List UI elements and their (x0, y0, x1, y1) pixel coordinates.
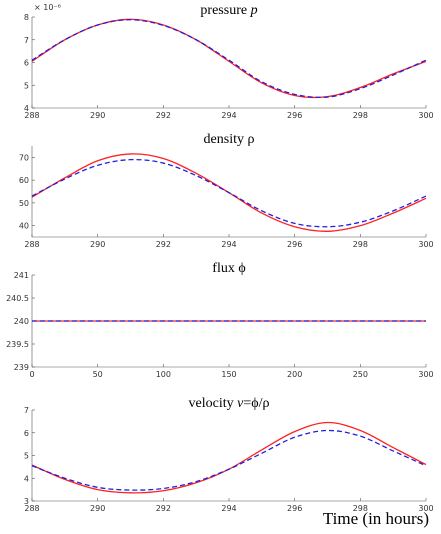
y-tick-label: 241 (14, 271, 29, 280)
chart-title: density ρ (204, 132, 255, 147)
x-tick-label: 288 (24, 504, 39, 513)
x-tick-label: 296 (287, 240, 302, 249)
x-axis-label: Time (in hours) (322, 509, 429, 528)
x-tick-label: 288 (24, 240, 39, 249)
axis-lines (31, 410, 426, 502)
x-tick-label: 200 (287, 370, 302, 379)
chart-title-part: velocity (189, 396, 238, 411)
x-tick-label: 50 (93, 370, 103, 379)
x-tick-label: 292 (156, 111, 171, 120)
y-tick-label: 7 (24, 36, 29, 45)
x-tick-label: 300 (418, 111, 433, 120)
y-tick-label: 240.5 (6, 294, 29, 303)
y-tick-label: 239.5 (6, 340, 29, 349)
y-tick-label: 40 (19, 222, 29, 231)
y-tick-label: 6 (24, 429, 29, 438)
series-dashed-blue (31, 19, 427, 99)
x-tick-label: 288 (24, 111, 39, 120)
exponent-label: × 10⁻⁶ (34, 3, 61, 12)
chart-title: velocity v=ϕ/ρ (189, 396, 270, 411)
x-tick-label: 298 (353, 240, 368, 249)
x-tick-label: 294 (221, 504, 236, 513)
series-solid-red (31, 421, 427, 494)
y-tick-label: 70 (19, 153, 29, 162)
y-tick-label: 8 (24, 13, 29, 22)
y-tick-label: 50 (19, 199, 29, 208)
x-tick-label: 300 (418, 370, 433, 379)
x-tick-label: 294 (221, 240, 236, 249)
chart-title: pressure p (200, 3, 257, 18)
x-tick-label: 296 (287, 111, 302, 120)
x-tick-label: 298 (353, 504, 368, 513)
chart-panel-4: 3 4 5 6 7 288 290 292 294 296 298 300 velocity v=ϕ/ρ (24, 396, 434, 513)
y-tick-label: 5 (24, 452, 29, 461)
x-tick-label: 298 (353, 111, 368, 120)
chart-title-part: =ϕ/ρ (243, 396, 269, 411)
x-tick-label: 100 (156, 370, 171, 379)
chart-panel-3: 239 239.5 240 240.5 241 0 50 100 150 200 250 300 flu… (6, 261, 434, 379)
x-tick-label: 0 (29, 370, 34, 379)
y-tick-label: 7 (24, 406, 29, 415)
chart-panel-2: 40 50 60 70 288 290 292 294 296 298 300 density ρ (19, 132, 434, 249)
chart-title-part: p (250, 3, 258, 18)
x-tick-label: 300 (418, 240, 433, 249)
x-tick-label: 292 (156, 504, 171, 513)
y-tick-label: 3 (24, 497, 29, 506)
chart-title-part: pressure (200, 3, 250, 18)
x-tick-label: 296 (287, 504, 302, 513)
y-tick-label: 240 (14, 317, 29, 326)
y-tick-label: 239 (14, 363, 29, 372)
y-tick-label: 60 (19, 176, 29, 185)
y-tick-label: 4 (24, 104, 29, 113)
x-tick-label: 250 (353, 370, 368, 379)
y-tick-label: 5 (24, 81, 29, 90)
x-tick-label: 292 (156, 240, 171, 249)
chart-title: flux ϕ (212, 261, 245, 276)
x-tick-label: 300 (418, 504, 433, 513)
y-tick-label: 4 (24, 474, 29, 483)
chart-title-part: v (237, 396, 244, 411)
series-dashed-blue (31, 429, 427, 491)
series-dashed-blue (31, 158, 427, 228)
y-tick-label: 6 (24, 59, 29, 68)
x-tick-label: 290 (90, 240, 105, 249)
x-tick-label: 150 (221, 370, 236, 379)
axis-lines (31, 17, 426, 109)
chart-panel-1: 4 5 6 7 8 288 290 292 294 296 298 300 pressure p × 10… (24, 3, 434, 120)
x-tick-label: 294 (221, 111, 236, 120)
x-tick-label: 290 (90, 504, 105, 513)
x-tick-label: 290 (90, 111, 105, 120)
